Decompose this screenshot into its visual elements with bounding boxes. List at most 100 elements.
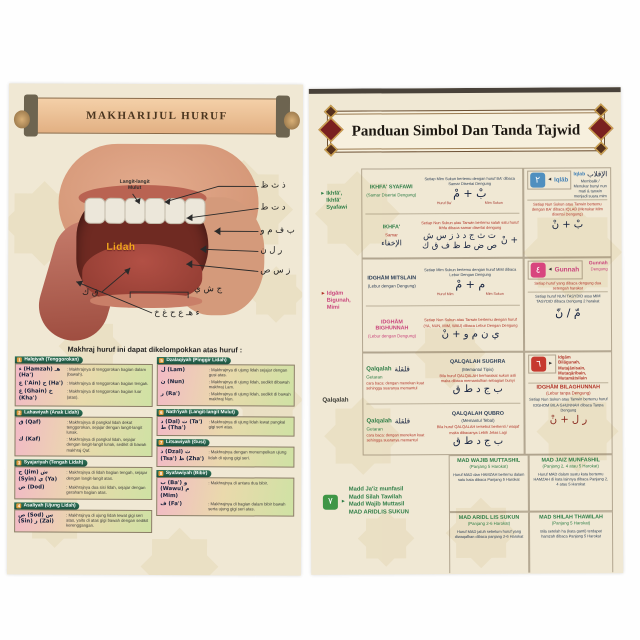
example-label: Mim Sukun <box>485 291 504 296</box>
makhraj-row: ك (Kaf) Makhrajnya di pangkal lidah, seja… <box>18 437 148 453</box>
right-arrow-icon: ► <box>340 498 346 505</box>
rule-description: Huruf MAD jatuh sebelum huruf yang diwaq… <box>454 528 524 539</box>
rule-title: IKHFA' SYAFAWI <box>369 184 413 191</box>
section-number: 1 <box>16 357 23 363</box>
mad-shilah-thawilah-cell: MAD SHILAH THAWILAH (Panjang 5 Harokat) … <box>528 511 614 573</box>
banner-ornament <box>316 104 346 159</box>
letters: ب (Ba') و (Wawu) م (Mim) <box>160 479 190 500</box>
qalqalah-sughra-block: Qalqalah قلقلة Getaran cara baca: dengan… <box>366 355 520 401</box>
letters: ف (Fa') <box>160 500 182 508</box>
rule-how: cara baca: dengan menekan kuat sehingga … <box>366 431 425 443</box>
example-label: Huruf Mim <box>436 292 454 297</box>
idgham-bilaghunnah-cell: ٦ ► Idgām Bilāgunah, Mutajānisain, Mutaq… <box>524 351 613 455</box>
section-title: Syafawiyah (Bibir) <box>165 470 208 477</box>
rule-title: QALQALAH QUBRO <box>451 410 504 417</box>
section-litsawiyah: 7 Litsawiyah (Gusi) ذ (Dzal) ث (Tsa') ظ (… <box>156 439 295 468</box>
letters-label-5: ز س ص <box>260 265 291 276</box>
ikhfa-letters-line2: ص ض ط ظ ف ق ك <box>422 240 498 252</box>
ikhfa-letters-line1: ت ث ج د ذ ز س ش <box>423 230 496 242</box>
palate-label: Langit-langit Mulut <box>119 178 150 191</box>
rule-subtitle: Dengung <box>590 266 608 272</box>
description: Makhrajnya dengan menempelkan ujung lida… <box>208 450 290 463</box>
section-title: Syajariyah (Tengah Lidah) <box>23 460 84 467</box>
description: Makhrajnya di ujung lidah, sedikit dibaw… <box>209 379 291 390</box>
makhraj-row: ض (Dod) Makhrajnya dua sisi lidah, sejaja… <box>18 484 148 495</box>
rule-title: IDGHĀM BIGHUNNAH <box>375 319 409 332</box>
rule-example-arabic: ي ن م و + نْ <box>441 328 500 340</box>
left-arrow-icon: ◄ <box>547 176 553 183</box>
tajwid-banner: Panduan Simbol Dan Tanda Tajwid <box>318 103 614 157</box>
rule-subtitle: (Panjang 5 Harokat) <box>551 520 591 527</box>
makhraj-row: ذ (Dzal) ث (Tsa') ظ (Zha')Makhrajnya den… <box>160 449 290 463</box>
rule-description: Huruf MAD dalam suatu kata bertemu HAMZA… <box>533 470 609 487</box>
idgham-bighunnah-block: IDGHĀM BIGHUNNAH (Lebur dengan Dengung) … <box>366 308 520 350</box>
section-title: Asaliyah (Ujung Lidah) <box>23 503 76 509</box>
makhraj-row: ر (Ra') Makhrajnya di ujung lidah, sediki… <box>161 391 291 402</box>
rule-title: Iqlab <box>573 171 586 178</box>
example-labels: Huruf Mim Mim Sukun <box>421 292 520 297</box>
section-number: 5 <box>158 358 165 364</box>
rule-description: Bila huruf QALQALAH tersebut berhenti / … <box>436 424 520 435</box>
mad-aridl-lissukun-cell: MAD ARIDL LIS SUKUN (Panjang 2-6 Harokat… <box>448 511 530 574</box>
rule-description: Setiap Nun Sukun atau Tanwin bertemu den… <box>531 201 603 218</box>
description: Makhrajnya di tenggorokan bagian dalam (… <box>67 367 149 380</box>
left-page: MAKHARIJUL HURUF <box>6 83 304 576</box>
rule-description: Setiap Nun Sukun atau Tanwin bertemu den… <box>423 317 518 328</box>
qalqalah-letters: ب ج د ط ق <box>453 435 504 447</box>
section-body: ج (Jim) ش (Syin) ي (Ya) Makhrajnya di lid… <box>14 466 153 500</box>
section-number: 8 <box>158 470 164 476</box>
section-number: 7 <box>158 440 164 446</box>
rule-sense: Getaran <box>366 374 383 380</box>
rule-name-arabic: الإقلاب <box>587 170 608 179</box>
rule-subtitle: (Panjang 5 Harokat) <box>469 464 508 470</box>
description: Makhrajnya di tenggorokan bagian luar (a… <box>67 389 149 402</box>
letters: ع ('Ain) ح (Ha') <box>18 380 64 388</box>
rule-subtitle: (Lebur tanpa Dengung) <box>546 390 591 396</box>
section-title: Lahawiyah (Anak Lidah) <box>24 410 80 416</box>
left-page-title: MAKHARIJUL HURUF <box>86 109 228 123</box>
makhraj-row: ن (Nun) Makhrajnya di ujung lidah, sediki… <box>161 379 291 390</box>
description: Makhrajnya di ujung lidah lewat gigi ser… <box>66 513 148 529</box>
section-number: 4 <box>16 503 22 509</box>
rule-title: IDGHĀM MITSLAIN <box>367 275 417 282</box>
makhraj-row: غ (Ghain) خ (Kha') Makhrajnya di tenggoro… <box>19 389 149 403</box>
description: Makhrajnya di tenggorokan bagian tengah. <box>67 381 148 388</box>
rule-description: Bila setelah ha (kata ganti) terdapat ha… <box>540 527 602 539</box>
letters: غ (Ghain) خ (Kha') <box>18 388 53 402</box>
iqlab-cell: ٢ ◄ Iqlāb Iqlab الإقلاب Membalik / Menuk… <box>523 167 612 258</box>
rule-definition: Setiap huruf yang dibaca dengung dua set… <box>534 280 602 291</box>
rule-subtitle: (Lebur dengan Dengung) <box>367 333 417 339</box>
banner-knob <box>13 110 30 129</box>
rule-title: IKHFA' <box>382 224 401 231</box>
bracket-letters-label: ج ش ي <box>194 284 223 295</box>
makhraj-row: ع ('Ain) ح (Ha')Makhrajnya di tenggoroka… <box>19 381 149 388</box>
rule-description: Setiap Mim Sukun bertemu dengan huruf BA… <box>424 175 515 187</box>
ikhfa-cell: IKHFA' SYAFAWI (Samar Disertai Dengung) … <box>361 167 524 259</box>
letters-label-1: ذ ث ظ <box>260 180 286 191</box>
makhraj-row: ف (Fa') Makhrajnya di bagian dalam bibir … <box>160 501 290 512</box>
section-body: ب (Ba') و (Wawu) م (Mim) Makhrajnya di an… <box>156 476 295 517</box>
gunnah-symbol-box: ٤ ◄ Gunnah <box>527 260 583 280</box>
section-title: Dzalaqiyah (Pinggir Lidah) <box>166 358 227 364</box>
section-number: 2 <box>16 410 23 416</box>
left-arrow-icon: ◄ <box>547 266 553 273</box>
section-body: د (Dal) ت (Ta') ط (Tha') Makhrajnya di uj… <box>156 416 295 438</box>
letters: ذ (Dzal) ث (Tsa') ظ (Zha') <box>160 449 205 463</box>
description: Makhrajnya dua sisi lidah, sejajar denga… <box>66 485 148 496</box>
makhraj-row: ء (Hamzah) هـ (Ha') Makhrajnya di tenggor… <box>19 366 149 380</box>
right-arrow-icon: ► <box>320 290 326 297</box>
symbol-name: Iqlāb <box>554 176 569 184</box>
rule-subtitle: (Memantul Tebal) <box>461 418 495 424</box>
rule-name-arabic: قلقلة <box>394 416 411 426</box>
margin-label-ikhfa: ► Ikhfā', Ikhfā' Syafawi <box>320 190 348 211</box>
letters: ل (Lam) <box>160 367 186 374</box>
banner-knob <box>283 111 300 130</box>
rule-description: Setiap Nun Sukun atau Tanwin bertemu sal… <box>421 219 519 230</box>
gunnah-symbol-badge: ٤ <box>530 262 546 278</box>
description: Makhrajnya di ujung lidah sejajar dengan… <box>209 367 291 378</box>
page-top-edge <box>308 87 621 94</box>
section-number: 3 <box>16 460 22 466</box>
description: Makhrajnya di lidah bagian tengah, sejaj… <box>66 470 148 483</box>
letters: ن (Nun) <box>160 379 185 386</box>
